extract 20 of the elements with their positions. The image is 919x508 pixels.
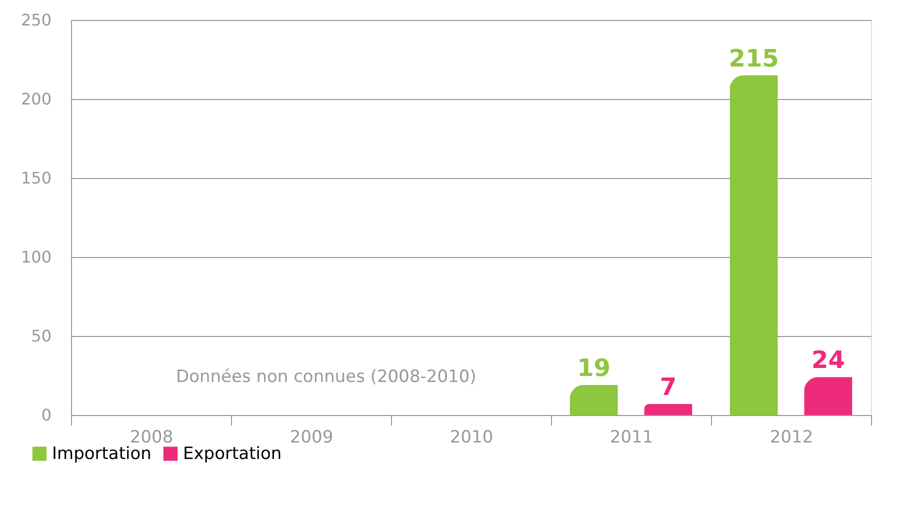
data-label: 215 [728,44,779,72]
y-tick-label: 100 [20,248,52,266]
y-tick-label: 150 [20,168,52,188]
annotation: Données non connues (2008-2010) [176,367,476,387]
bar [644,404,692,415]
y-tick-label: 50 [31,326,52,346]
x-tick-label: 2010 [450,428,494,448]
bar [804,377,852,415]
x-tick-label: 2012 [770,428,814,448]
legend-label: Exportation [183,444,282,464]
y-tick-label: 250 [20,10,52,30]
x-tick-label: 2009 [290,428,334,448]
bar [730,75,778,415]
bar [570,384,618,415]
x-tick-label: 2011 [610,428,654,448]
data-label: 24 [812,346,845,374]
data-label: 7 [660,372,677,401]
y-tick-label: 200 [20,90,52,108]
y-tick-label: 0 [41,406,52,424]
data-label: 19 [577,354,610,382]
